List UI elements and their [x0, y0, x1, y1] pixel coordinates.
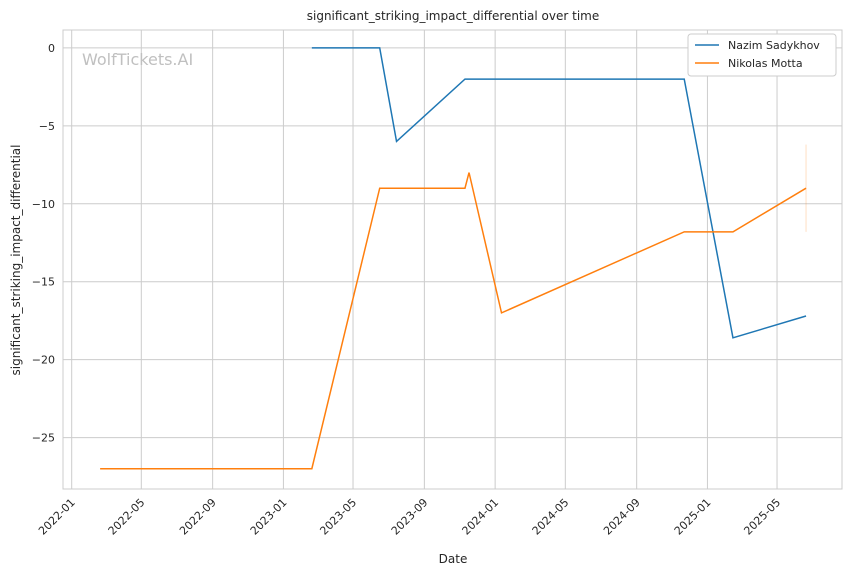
y-tick-label: −5	[39, 120, 55, 133]
legend: Nazim Sadykhov Nikolas Motta	[687, 33, 837, 77]
y-tick-label: −15	[32, 276, 55, 289]
x-tick-label: 2024-09	[601, 496, 643, 538]
x-tick-label: 2023-01	[248, 496, 290, 538]
y-ticks: 0 −5 −10 −15 −20 −25	[32, 42, 55, 445]
x-tick-label: 2022-05	[106, 496, 148, 538]
x-tick-label: 2025-01	[672, 496, 714, 538]
x-tick-label: 2024-01	[460, 496, 502, 538]
grid	[63, 30, 842, 489]
x-tick-label: 2022-01	[36, 496, 78, 538]
x-tick-label: 2025-05	[741, 496, 783, 538]
y-axis-label: significant_striking_impact_differential	[9, 145, 23, 376]
series-line-nikolas-motta	[100, 172, 807, 470]
series-lines	[100, 47, 807, 470]
y-tick-label: 0	[48, 42, 55, 55]
y-tick-label: −20	[32, 354, 55, 367]
legend-label-nazim: Nazim Sadykhov	[728, 39, 820, 52]
x-axis-label: Date	[439, 552, 468, 566]
y-tick-label: −25	[32, 432, 55, 445]
y-tick-label: −10	[32, 198, 55, 211]
legend-box	[687, 33, 837, 77]
x-tick-label: 2022-09	[177, 496, 219, 538]
x-tick-label: 2023-05	[317, 496, 359, 538]
plot-area	[62, 29, 843, 490]
watermark: WolfTickets.AI	[82, 50, 193, 69]
x-ticks: 2022-01 2022-05 2022-09 2023-01 2023-05 2023-…	[36, 496, 783, 538]
x-tick-label: 2024-05	[530, 496, 572, 538]
x-tick-label: 2023-09	[389, 496, 431, 538]
legend-label-nikolas: Nikolas Motta	[728, 57, 803, 70]
chart-title: significant_striking_impact_differential…	[307, 9, 599, 23]
series-line-nazim-sadykhov	[311, 47, 807, 339]
